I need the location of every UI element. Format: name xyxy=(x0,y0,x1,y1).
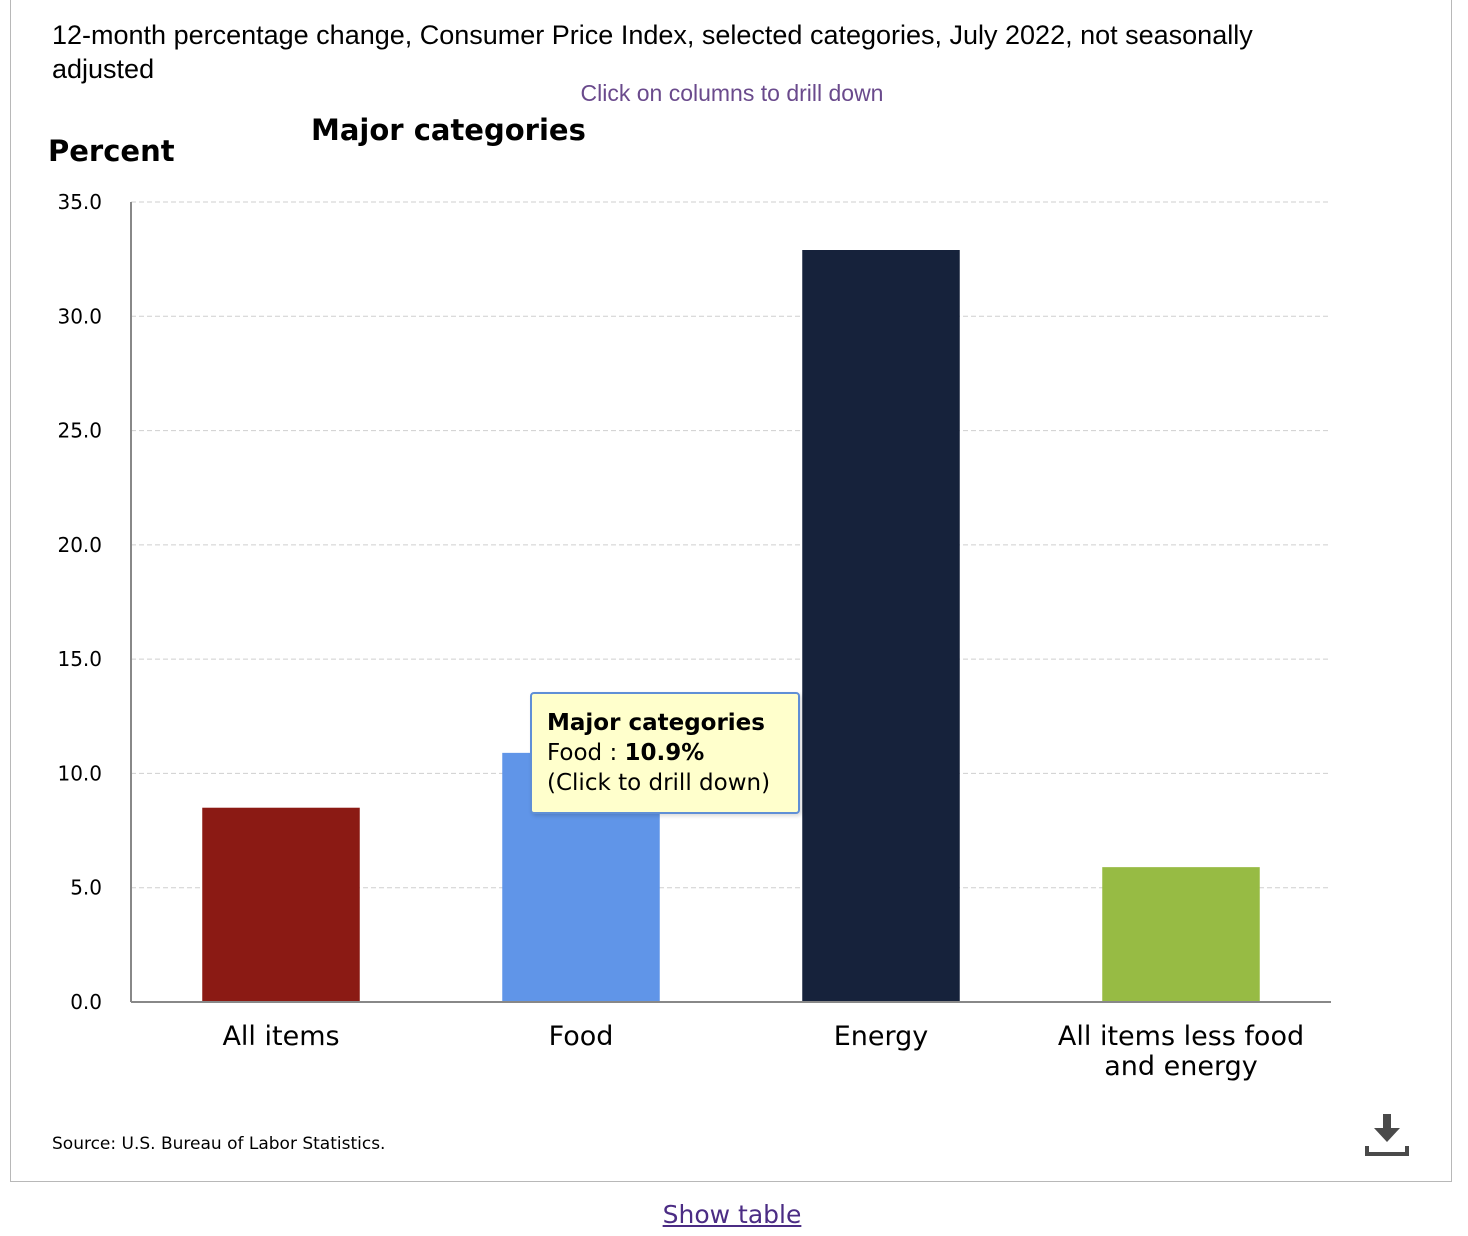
source-note: Source: U.S. Bureau of Labor Statistics. xyxy=(52,1134,386,1154)
x-tick-label: All items less food xyxy=(1058,1021,1304,1052)
x-axis-labels: All items Food Energy All items less foodan… xyxy=(222,1021,1304,1082)
tooltip-category: Food xyxy=(547,740,603,766)
axes xyxy=(130,202,1331,1003)
y-tick-label: 35.0 xyxy=(57,190,102,214)
tooltip-value-line: Food : 10.9% xyxy=(547,738,798,768)
bars[interactable] xyxy=(202,250,1260,1002)
y-tick-label: 20.0 xyxy=(57,533,102,557)
bar-all-items-less-food-and-energy[interactable] xyxy=(1102,867,1260,1002)
x-tick-label: Food xyxy=(549,1021,614,1052)
y-axis-ticks: 0.0 5.0 10.0 15.0 20.0 25.0 30.0 35.0 xyxy=(57,190,102,1014)
show-table-link[interactable]: Show table xyxy=(662,1200,802,1229)
y-tick-label: 10.0 xyxy=(57,761,102,785)
y-tick-label: 25.0 xyxy=(57,419,102,443)
x-tick-label: and energy xyxy=(1104,1051,1257,1082)
drill-down-hint: Click on columns to drill down xyxy=(580,80,884,106)
y-tick-label: 0.0 xyxy=(70,990,102,1014)
y-tick-label: 15.0 xyxy=(57,647,102,671)
bar-all-items[interactable] xyxy=(202,807,360,1002)
tooltip-separator: : xyxy=(602,740,625,766)
tooltip: Major categories Food : 10.9% (Click to … xyxy=(530,692,800,814)
x-tick-label: Energy xyxy=(834,1021,929,1052)
y-axis-label: Percent xyxy=(48,134,175,168)
chart-frame xyxy=(10,0,1452,1182)
y-tick-label: 30.0 xyxy=(57,304,102,328)
tooltip-hint: (Click to drill down) xyxy=(547,770,771,796)
chart-title: 12-month percentage change, Consumer Pri… xyxy=(52,20,1253,84)
tooltip-header: Major categories xyxy=(547,710,765,736)
x-tick-label: All items xyxy=(222,1021,339,1052)
download-icon[interactable] xyxy=(1364,1112,1410,1158)
bar-energy[interactable] xyxy=(802,250,960,1002)
y-tick-label: 5.0 xyxy=(70,876,102,900)
chart-subtitle: Major categories xyxy=(311,113,586,147)
tooltip-value: 10.9% xyxy=(624,740,705,766)
